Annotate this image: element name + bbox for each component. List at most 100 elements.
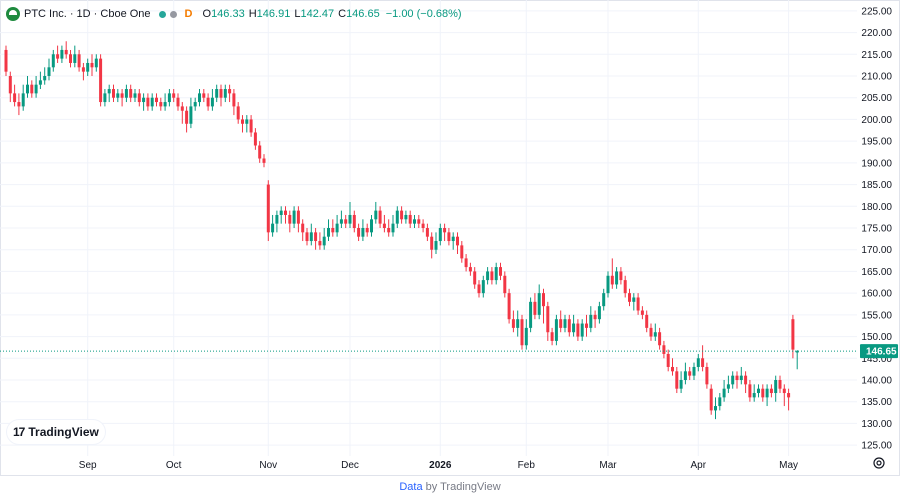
- close-value: 146.65: [346, 8, 380, 20]
- candle: [81, 62, 85, 81]
- settings-gear-icon[interactable]: [872, 456, 886, 470]
- candle: [576, 319, 580, 341]
- candle-body: [653, 332, 657, 337]
- candle-body: [107, 89, 111, 94]
- candle-body: [146, 97, 150, 107]
- candle: [559, 310, 563, 333]
- candle-body: [585, 323, 588, 328]
- candle-body: [185, 110, 189, 124]
- candle: [421, 219, 425, 233]
- candle: [275, 210, 279, 233]
- candle: [507, 288, 511, 324]
- candle-body: [675, 371, 679, 389]
- candle-body: [597, 306, 601, 320]
- price-tick-label: 180.00: [861, 202, 892, 213]
- candle-body: [795, 351, 799, 353]
- candle-body: [542, 293, 545, 307]
- candle-body: [679, 380, 683, 389]
- candle-body: [331, 228, 335, 233]
- candle: [163, 93, 167, 111]
- candle-body: [210, 97, 214, 107]
- candle-body: [193, 102, 197, 107]
- candle-body: [56, 54, 60, 59]
- candle-body: [215, 89, 219, 98]
- candle-body: [305, 232, 309, 242]
- candle-body: [370, 219, 373, 233]
- candle-body: [13, 93, 17, 103]
- candle-body: [292, 210, 296, 224]
- candle: [159, 97, 163, 111]
- candle: [529, 297, 533, 333]
- candle: [494, 262, 498, 285]
- candle: [542, 288, 545, 324]
- candle-body: [486, 271, 490, 281]
- low-value: 142.47: [300, 8, 335, 20]
- candle-body: [64, 49, 68, 55]
- candle: [722, 380, 726, 402]
- candle-body: [81, 67, 85, 72]
- candle-body: [722, 388, 726, 398]
- candle: [60, 45, 64, 63]
- candle-body: [202, 93, 206, 98]
- candle: [241, 115, 244, 133]
- candle-body: [464, 258, 468, 268]
- candle-body: [692, 366, 696, 376]
- candle-body: [189, 106, 193, 124]
- candle-body: [266, 184, 270, 233]
- candle-body: [322, 236, 326, 246]
- time-tick-label: Apr: [691, 460, 707, 471]
- time-tick-label: Mar: [599, 460, 617, 471]
- candle: [344, 214, 348, 228]
- candle-body: [503, 275, 507, 294]
- symbol-title[interactable]: PTC Inc. · 1D · Cboe One: [24, 8, 151, 20]
- candle-body: [395, 210, 399, 224]
- candle: [593, 310, 597, 328]
- candle: [615, 267, 619, 289]
- candle-body: [245, 119, 249, 124]
- candle: [176, 93, 180, 111]
- candle: [546, 301, 550, 341]
- data-link[interactable]: Data: [399, 481, 423, 493]
- candle: [26, 76, 29, 98]
- candle: [236, 102, 240, 124]
- candle-body: [116, 93, 120, 98]
- candle-body: [520, 319, 524, 346]
- candle-body: [327, 228, 330, 237]
- candle: [765, 384, 769, 407]
- candle-body: [417, 219, 421, 224]
- candle: [438, 223, 442, 246]
- candlestick-chart[interactable]: 125.00 130.00 135.00 140.00 145.00 150.00 155.…: [0, 0, 900, 476]
- candle: [322, 228, 326, 250]
- time-tick-label: Nov: [259, 460, 277, 471]
- candle: [511, 310, 515, 333]
- candle-body: [26, 84, 29, 94]
- candle-body: [580, 323, 584, 337]
- candle: [636, 293, 640, 315]
- candle-body: [318, 241, 322, 246]
- candle: [580, 319, 584, 341]
- candle-body: [421, 223, 425, 228]
- candle-body: [34, 84, 38, 94]
- candle-body: [77, 54, 81, 68]
- candle: [456, 232, 459, 255]
- candle: [696, 353, 700, 372]
- candle: [47, 58, 51, 81]
- candle-body: [198, 93, 201, 103]
- candle: [253, 128, 257, 150]
- candle: [352, 210, 356, 233]
- candle-body: [705, 366, 709, 385]
- candle: [443, 223, 447, 242]
- candle-body: [791, 319, 795, 350]
- price-tick-label: 185.00: [861, 180, 892, 191]
- candle: [597, 301, 601, 324]
- price-tick-label: 160.00: [861, 289, 892, 300]
- candle-body: [112, 89, 115, 98]
- candle: [692, 362, 696, 380]
- tradingview-logo[interactable]: 17 TradingView: [7, 420, 105, 444]
- delayed-badge[interactable]: D: [184, 8, 193, 20]
- candle: [202, 89, 206, 103]
- candle-body: [576, 323, 580, 337]
- candle: [413, 214, 416, 228]
- candle: [271, 214, 275, 237]
- candle: [4, 45, 8, 76]
